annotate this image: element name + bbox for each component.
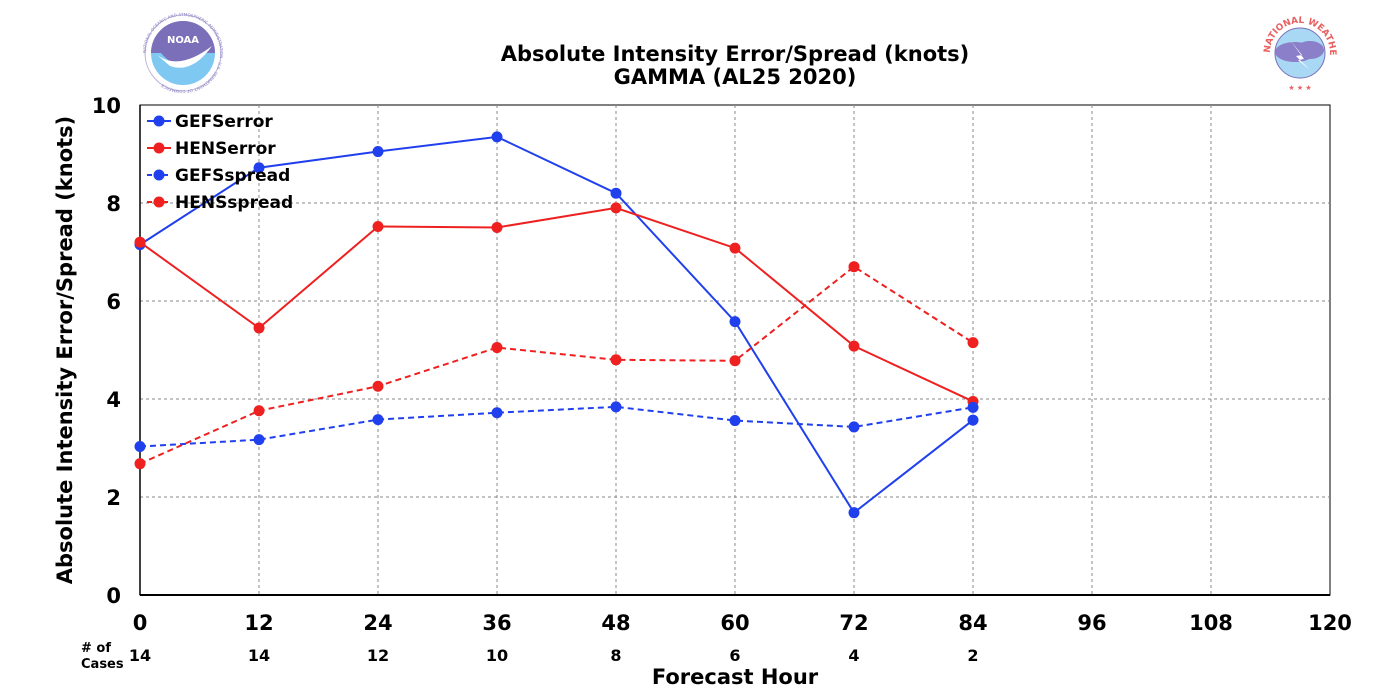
legend-item-HENSspread: HENSspread (147, 193, 293, 213)
x-tick-labels: 0 12 24 36 48 60 72 84 96 108 120 (133, 611, 1352, 635)
case-count-label: 8 (610, 646, 621, 665)
series-HENSspread (134, 261, 979, 470)
data-point (134, 236, 146, 248)
x-tick-label: 72 (839, 611, 868, 635)
x-tick-label: 108 (1189, 611, 1233, 635)
series-GEFSspread (134, 401, 979, 453)
case-counts: 14 14 12 10 8 6 4 2 (129, 646, 979, 665)
data-point (372, 221, 384, 233)
legend-label: HENSerror (175, 139, 276, 159)
data-point (372, 380, 384, 392)
data-point (372, 146, 384, 158)
legend-label: HENSspread (175, 193, 293, 213)
legend-swatch-marker (153, 142, 165, 154)
x-tick-label: 48 (601, 611, 630, 635)
legend-item-HENSerror: HENSerror (147, 139, 276, 159)
series-HENSerror (134, 202, 979, 407)
data-point (134, 441, 146, 453)
data-point (610, 187, 622, 199)
data-point (253, 434, 265, 446)
x-tick-label: 96 (1077, 611, 1106, 635)
data-point (729, 316, 741, 328)
data-point (134, 458, 146, 470)
legend: GEFSerror HENSerror GEFSspread HENSspread (147, 112, 293, 213)
cases-header-line2: Cases (81, 657, 124, 672)
grid-lines (140, 105, 1330, 595)
data-point (253, 162, 265, 174)
case-count-label: 10 (486, 646, 508, 665)
data-point (372, 414, 384, 426)
chart-title: Absolute Intensity Error/Spread (knots) (501, 42, 970, 66)
data-point (491, 131, 503, 143)
series-line (139, 135, 974, 515)
series-line (139, 265, 974, 465)
data-point (967, 401, 979, 413)
svg-text:★ ★ ★: ★ ★ ★ (1288, 84, 1311, 92)
noaa-logo-icon: NOAA NATIONAL OCEANIC AND ATMOSPHERIC AD… (142, 12, 224, 94)
x-tick-label: 24 (363, 611, 392, 635)
x-tick-label: 36 (482, 611, 511, 635)
case-count-label: 2 (967, 646, 978, 665)
legend-item-GEFSspread: GEFSspread (147, 166, 290, 186)
data-point (491, 407, 503, 419)
data-series (134, 131, 979, 519)
legend-label: GEFSspread (175, 166, 290, 186)
y-axis-label: Absolute Intensity Error/Spread (knots) (53, 116, 77, 585)
noaa-logo-text: NOAA (167, 35, 199, 46)
x-tick-label: 84 (958, 611, 987, 635)
legend-swatch-marker (153, 115, 165, 127)
case-count-label: 14 (248, 646, 270, 665)
y-tick-label: 10 (92, 94, 121, 118)
legend-label: GEFSerror (175, 112, 273, 132)
case-count-label: 6 (729, 646, 740, 665)
data-point (848, 507, 860, 519)
y-tick-labels: 0 2 4 6 8 10 (92, 94, 121, 608)
chart-subtitle: GAMMA (AL25 2020) (614, 65, 857, 89)
data-point (729, 355, 741, 367)
y-tick-label: 6 (106, 290, 121, 314)
x-tick-label: 12 (244, 611, 273, 635)
data-point (610, 202, 622, 214)
data-point (967, 337, 979, 349)
data-point (967, 414, 979, 426)
data-point (848, 261, 860, 273)
case-count-label: 14 (129, 646, 151, 665)
data-point (610, 354, 622, 366)
case-count-label: 4 (848, 646, 859, 665)
cases-header-line1: # of (81, 641, 111, 656)
data-point (729, 415, 741, 427)
y-tick-label: 8 (106, 192, 121, 216)
y-tick-label: 4 (106, 388, 121, 412)
y-tick-label: 2 (106, 486, 121, 510)
series-line (139, 206, 974, 403)
x-tick-label: 120 (1308, 611, 1352, 635)
x-tick-label: 0 (133, 611, 148, 635)
data-point (610, 401, 622, 413)
x-tick-label: 60 (720, 611, 749, 635)
case-count-label: 12 (367, 646, 389, 665)
data-point (848, 421, 860, 433)
y-tick-label: 0 (106, 584, 121, 608)
legend-swatch-marker (153, 196, 165, 208)
legend-item-GEFSerror: GEFSerror (147, 112, 273, 132)
data-point (491, 342, 503, 354)
data-point (848, 340, 860, 352)
x-axis-label: Forecast Hour (652, 665, 819, 689)
data-point (491, 222, 503, 233)
legend-swatch-marker (153, 169, 165, 181)
data-point (253, 405, 265, 417)
data-point (253, 322, 265, 334)
data-point (729, 242, 741, 254)
